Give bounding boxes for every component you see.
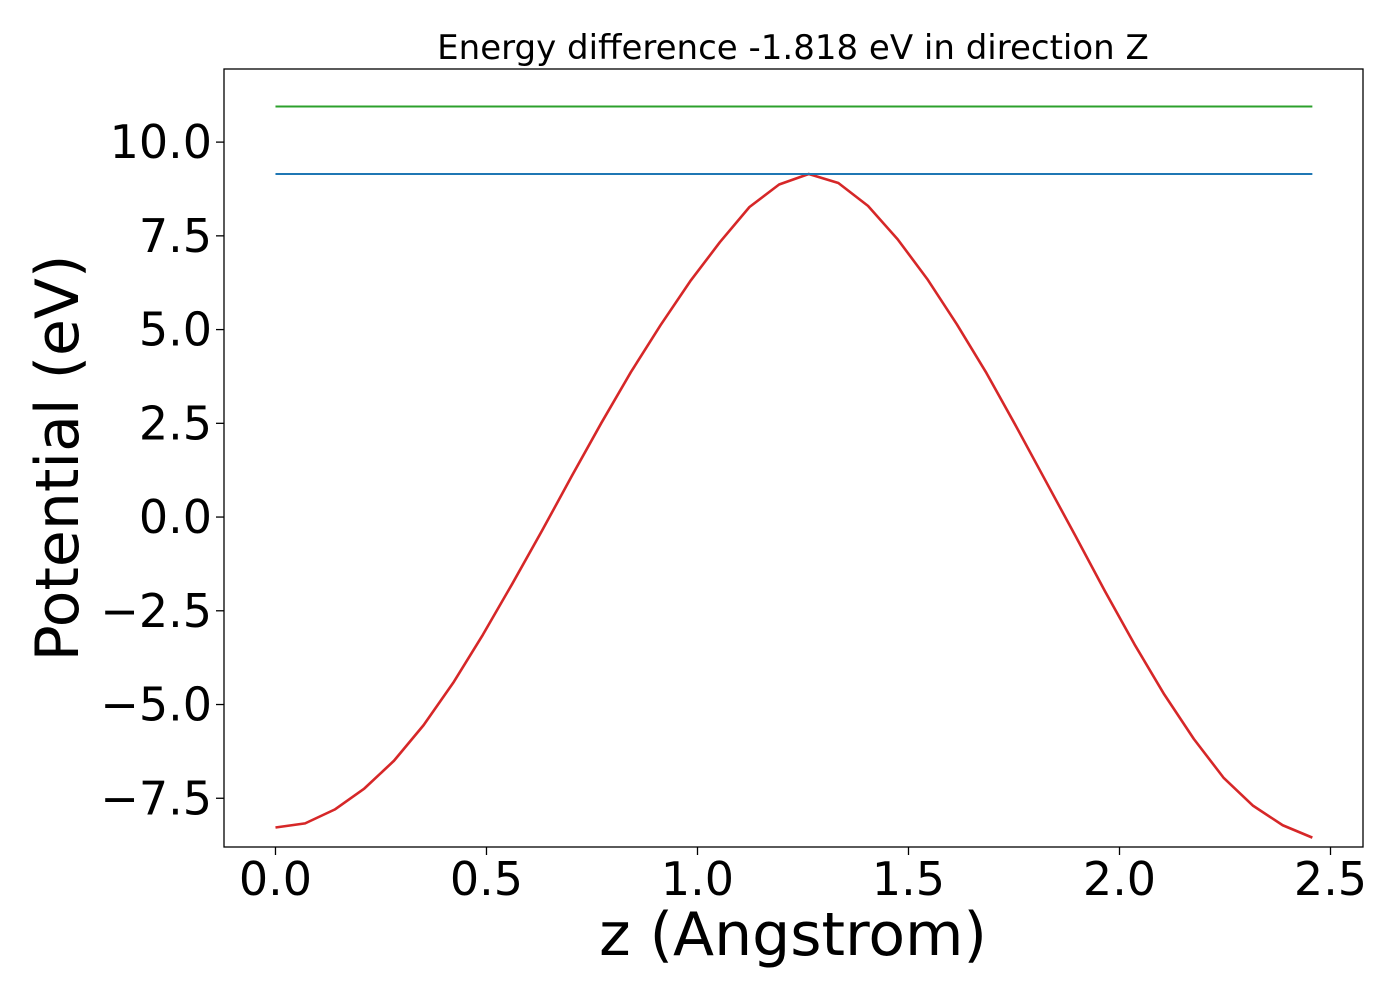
y-tick-label: −5.0 [100, 678, 212, 732]
y-axis-label: Potential (eV) [23, 255, 93, 662]
y-tick-label: −2.5 [100, 584, 212, 638]
plot-area-frame [223, 68, 1364, 848]
y-tick-label: 10.0 [110, 115, 212, 169]
x-tick-label: 1.0 [661, 852, 734, 906]
y-tick-label: 2.5 [139, 396, 212, 450]
x-axis-ticks: 0.0 0.5 1.0 1.5 2.0 2.5 [239, 847, 1367, 906]
series-line-potential [275, 172, 1313, 839]
x-tick-label: 2.0 [1083, 852, 1156, 906]
x-tick-label: 0.0 [239, 852, 312, 906]
y-tick-label: −7.5 [100, 771, 212, 825]
x-axis-label: z (Angstrom) [599, 900, 987, 970]
y-tick-label: 5.0 [139, 303, 212, 357]
chart-title: Energy difference -1.818 eV in direction… [437, 28, 1149, 68]
x-tick-label: 1.5 [872, 852, 945, 906]
y-tick-label: 7.5 [139, 209, 212, 263]
series-layer [275, 105, 1313, 839]
y-tick-label: 0.0 [139, 490, 212, 544]
x-tick-label: 0.5 [450, 852, 523, 906]
x-tick-label: 2.5 [1294, 852, 1367, 906]
y-axis-ticks: 10.0 7.5 5.0 2.5 0.0 −2.5 −5.0 −7.5 [100, 115, 224, 825]
